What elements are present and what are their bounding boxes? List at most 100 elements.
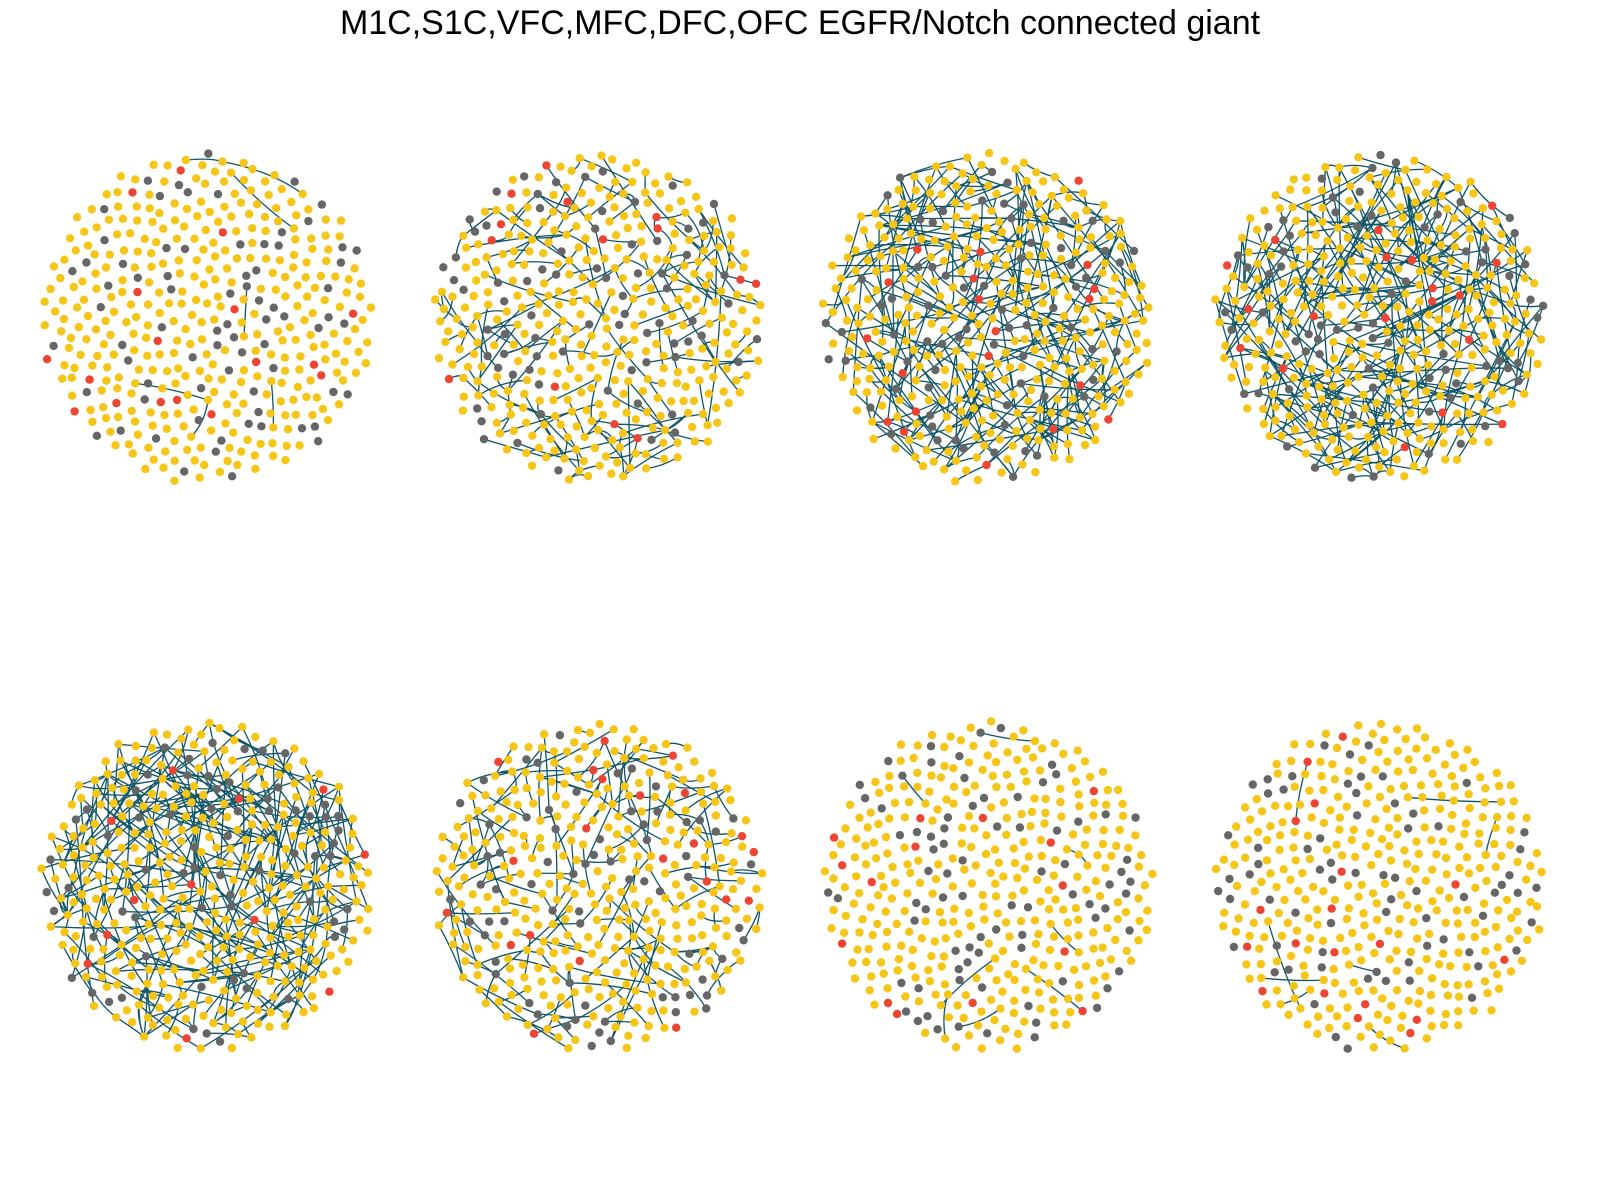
network-node bbox=[281, 861, 290, 871]
network-node bbox=[1266, 822, 1275, 831]
network-node bbox=[1447, 772, 1457, 781]
network-node bbox=[113, 188, 122, 197]
network-node bbox=[482, 221, 491, 230]
network-node bbox=[1337, 867, 1346, 876]
network-node bbox=[1263, 775, 1272, 784]
network-node bbox=[662, 284, 672, 293]
network-node bbox=[1342, 396, 1352, 406]
network-node bbox=[479, 776, 488, 785]
network-node bbox=[1367, 198, 1376, 207]
network-node bbox=[1289, 261, 1298, 270]
network-node bbox=[976, 382, 986, 391]
network-node bbox=[1383, 277, 1393, 286]
network-node bbox=[1093, 851, 1102, 860]
network-node bbox=[1049, 424, 1058, 434]
network-node bbox=[659, 757, 668, 766]
network-node bbox=[752, 924, 761, 934]
network-node bbox=[506, 203, 515, 213]
network-node bbox=[220, 986, 229, 995]
network-node bbox=[1222, 284, 1231, 293]
network-node bbox=[479, 435, 489, 444]
network-node bbox=[498, 249, 508, 259]
network-node bbox=[239, 366, 249, 375]
network-node bbox=[504, 874, 514, 883]
network-node bbox=[144, 278, 154, 287]
network-node bbox=[1331, 208, 1340, 217]
network-node bbox=[504, 954, 513, 963]
network-node bbox=[67, 973, 77, 983]
network-node bbox=[1099, 200, 1108, 210]
network-node bbox=[699, 246, 709, 256]
network-edge bbox=[1093, 220, 1121, 290]
network-node bbox=[1063, 994, 1073, 1003]
network-node bbox=[132, 987, 141, 996]
network-edge bbox=[143, 956, 148, 1037]
network-node bbox=[502, 1012, 512, 1021]
network-node bbox=[212, 785, 221, 794]
network-node bbox=[522, 755, 531, 764]
network-node bbox=[279, 908, 288, 917]
network-node bbox=[131, 312, 141, 322]
network-node bbox=[1230, 840, 1239, 849]
network-node bbox=[239, 295, 248, 304]
network-node bbox=[698, 975, 707, 984]
network-node bbox=[1001, 918, 1011, 927]
network-node bbox=[659, 351, 668, 360]
network-edge bbox=[1303, 206, 1309, 307]
network-node bbox=[1424, 310, 1434, 319]
network-edge bbox=[1261, 977, 1324, 982]
network-node bbox=[553, 369, 562, 378]
network-node bbox=[914, 984, 923, 993]
network-node bbox=[1262, 835, 1272, 845]
network-node bbox=[1071, 904, 1081, 913]
network-node bbox=[564, 475, 574, 484]
network-node bbox=[1251, 349, 1260, 358]
network-node bbox=[226, 890, 235, 900]
network-node bbox=[644, 863, 654, 872]
network-node bbox=[110, 875, 119, 884]
network-node bbox=[91, 325, 101, 334]
network-node bbox=[472, 276, 481, 285]
network-node bbox=[280, 977, 290, 986]
network-node bbox=[1264, 917, 1273, 926]
network-node bbox=[879, 969, 888, 978]
network-node bbox=[483, 325, 492, 334]
network-node bbox=[211, 909, 220, 918]
network-node bbox=[1244, 248, 1253, 257]
network-node bbox=[1347, 473, 1356, 482]
network-node bbox=[1116, 216, 1125, 226]
network-edge bbox=[119, 760, 166, 844]
network-edge bbox=[212, 761, 272, 824]
network-node bbox=[1004, 970, 1013, 979]
network-node bbox=[1345, 336, 1355, 345]
network-node bbox=[1032, 451, 1042, 460]
network-node bbox=[575, 956, 584, 966]
network-node bbox=[905, 927, 914, 936]
network-node bbox=[155, 858, 164, 867]
network-node bbox=[882, 927, 892, 937]
network-edge bbox=[554, 828, 558, 900]
network-node bbox=[941, 1034, 950, 1043]
network-node bbox=[189, 405, 198, 414]
network-node bbox=[1296, 1004, 1305, 1013]
network-node bbox=[642, 358, 651, 367]
network-node bbox=[939, 465, 949, 474]
network-node bbox=[855, 813, 864, 822]
network-node bbox=[1215, 318, 1224, 327]
network-node bbox=[551, 937, 560, 946]
network-node bbox=[513, 291, 522, 300]
network-node bbox=[1409, 918, 1418, 927]
network-node bbox=[926, 832, 936, 841]
network-node bbox=[911, 973, 920, 982]
network-node bbox=[1305, 786, 1314, 795]
network-node bbox=[550, 758, 559, 767]
network-node bbox=[260, 212, 270, 222]
network-node bbox=[1050, 362, 1059, 372]
network-node bbox=[986, 995, 996, 1005]
network-edge bbox=[1442, 354, 1460, 430]
network-node bbox=[984, 181, 993, 190]
network-node bbox=[641, 188, 650, 197]
network-node bbox=[156, 921, 166, 930]
network-node bbox=[694, 257, 703, 266]
network-node bbox=[620, 782, 629, 791]
